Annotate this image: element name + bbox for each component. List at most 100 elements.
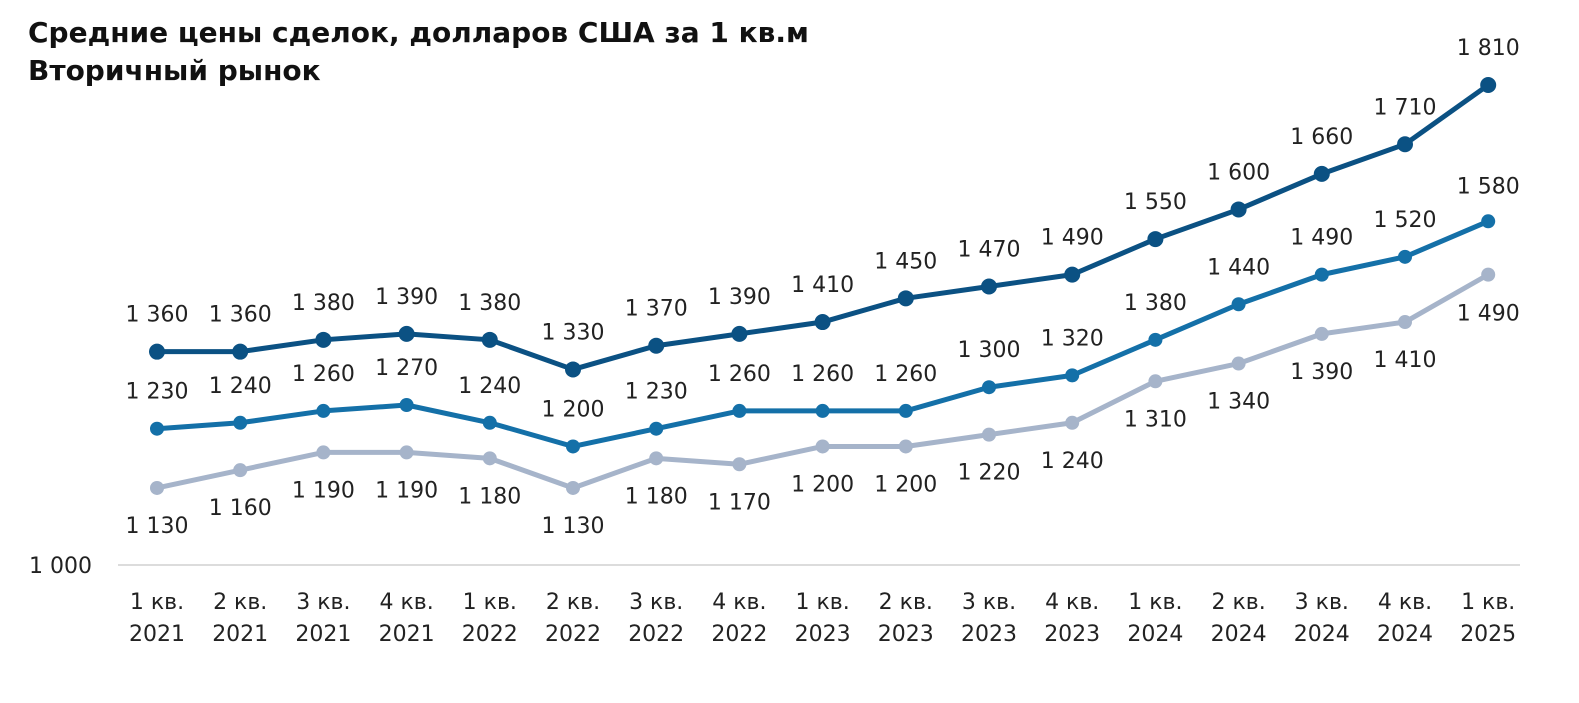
x-tick-label-quarter: 3 кв. — [1295, 590, 1349, 615]
data-point — [232, 343, 249, 360]
data-label: 1 240 — [458, 374, 521, 399]
data-label: 1 440 — [1207, 255, 1270, 280]
x-tick-label-year: 2025 — [1460, 622, 1516, 647]
data-point — [815, 439, 830, 454]
data-label: 1 130 — [126, 514, 189, 539]
x-tick-label-year: 2024 — [1127, 622, 1183, 647]
x-tick-label-quarter: 1 кв. — [1128, 590, 1182, 615]
data-point — [399, 445, 414, 460]
data-point — [481, 331, 498, 348]
data-label: 1 240 — [1041, 449, 1104, 474]
data-point — [1313, 165, 1330, 182]
data-label: 1 190 — [292, 478, 355, 503]
data-label: 1 260 — [874, 362, 937, 387]
x-tick-label-year: 2024 — [1211, 622, 1267, 647]
data-label: 1 200 — [874, 472, 937, 497]
data-point — [897, 290, 914, 307]
data-label: 1 240 — [209, 374, 272, 399]
data-label: 1 490 — [1457, 302, 1520, 327]
x-tick-label-quarter: 1 кв. — [795, 590, 849, 615]
x-tick-label-quarter: 2 кв. — [1211, 590, 1265, 615]
chart-title: Средние цены сделок, долларов США за 1 к… — [28, 16, 809, 49]
x-tick-label-quarter: 1 кв. — [1461, 590, 1515, 615]
x-tick-label-year: 2023 — [1044, 622, 1100, 647]
data-point — [1314, 326, 1329, 341]
data-label: 1 320 — [1041, 326, 1104, 351]
data-label: 1 180 — [625, 484, 688, 509]
x-tick-label-quarter: 2 кв. — [879, 590, 933, 615]
data-label: 1 200 — [542, 397, 605, 422]
data-point — [150, 421, 164, 436]
data-label: 1 410 — [791, 273, 854, 298]
data-point — [1231, 297, 1246, 312]
data-label: 1 370 — [625, 297, 688, 322]
x-tick-label-year: 2023 — [961, 622, 1017, 647]
data-point — [732, 457, 747, 472]
data-label: 1 300 — [958, 338, 1021, 363]
x-tick-label-quarter: 3 кв. — [296, 590, 350, 615]
data-point — [1064, 266, 1081, 283]
data-point — [150, 480, 164, 495]
x-tick-label-quarter: 2 кв. — [546, 590, 600, 615]
data-point — [649, 421, 664, 436]
data-point — [1065, 368, 1080, 383]
data-point — [982, 427, 996, 442]
data-point — [399, 398, 414, 412]
data-point — [815, 403, 830, 418]
x-tick-label-year: 2024 — [1377, 622, 1433, 647]
data-point — [482, 415, 497, 430]
data-point — [566, 439, 580, 454]
x-tick-label-year: 2022 — [462, 622, 518, 647]
data-point — [1397, 136, 1413, 153]
x-tick-label-year: 2021 — [295, 622, 351, 647]
data-label: 1 230 — [625, 380, 688, 405]
x-tick-label-quarter: 4 кв. — [1378, 590, 1432, 615]
data-label: 1 330 — [542, 320, 605, 345]
data-label: 1 450 — [874, 249, 937, 274]
data-label: 1 230 — [126, 380, 189, 405]
x-tick-label-year: 2021 — [212, 622, 268, 647]
data-point — [1481, 267, 1496, 282]
x-tick-label-quarter: 4 кв. — [1045, 590, 1099, 615]
x-tick-label-year: 2021 — [379, 622, 435, 647]
data-label: 1 340 — [1207, 390, 1270, 415]
data-label: 1 180 — [458, 484, 521, 509]
data-label: 1 410 — [1374, 348, 1437, 373]
data-point — [898, 403, 913, 418]
data-point — [316, 445, 331, 460]
data-point — [1314, 267, 1329, 282]
x-tick-label-quarter: 3 кв. — [962, 590, 1016, 615]
data-point — [315, 331, 332, 348]
data-label: 1 270 — [375, 356, 438, 381]
data-label: 1 360 — [126, 303, 189, 328]
data-label: 1 360 — [209, 303, 272, 328]
x-tick-label-quarter: 4 кв. — [712, 590, 766, 615]
data-label: 1 520 — [1374, 208, 1437, 233]
data-point — [482, 451, 497, 466]
x-tick-label-year: 2022 — [628, 622, 684, 647]
data-point — [1230, 201, 1247, 218]
data-point — [731, 325, 748, 342]
data-point — [1065, 415, 1080, 430]
x-tick-label-quarter: 4 кв. — [379, 590, 433, 615]
x-tick-label-quarter: 1 кв. — [463, 590, 517, 615]
data-point — [814, 314, 831, 331]
data-label: 1 170 — [708, 490, 771, 515]
data-label: 1 260 — [791, 362, 854, 387]
x-tick-label-quarter: 3 кв. — [629, 590, 683, 615]
data-point — [1231, 356, 1246, 371]
data-point — [898, 439, 913, 454]
data-label: 1 710 — [1374, 95, 1437, 120]
data-label: 1 580 — [1457, 174, 1520, 199]
x-tick-label-year: 2022 — [711, 622, 767, 647]
data-label: 1 490 — [1290, 226, 1353, 251]
data-label: 1 200 — [791, 472, 854, 497]
data-point — [1147, 231, 1164, 248]
x-tick-label-year: 2022 — [545, 622, 601, 647]
data-point — [1148, 374, 1163, 389]
data-label: 1 380 — [1124, 291, 1187, 316]
data-label: 1 160 — [209, 496, 272, 521]
data-point — [1481, 214, 1496, 229]
data-point — [233, 415, 248, 430]
